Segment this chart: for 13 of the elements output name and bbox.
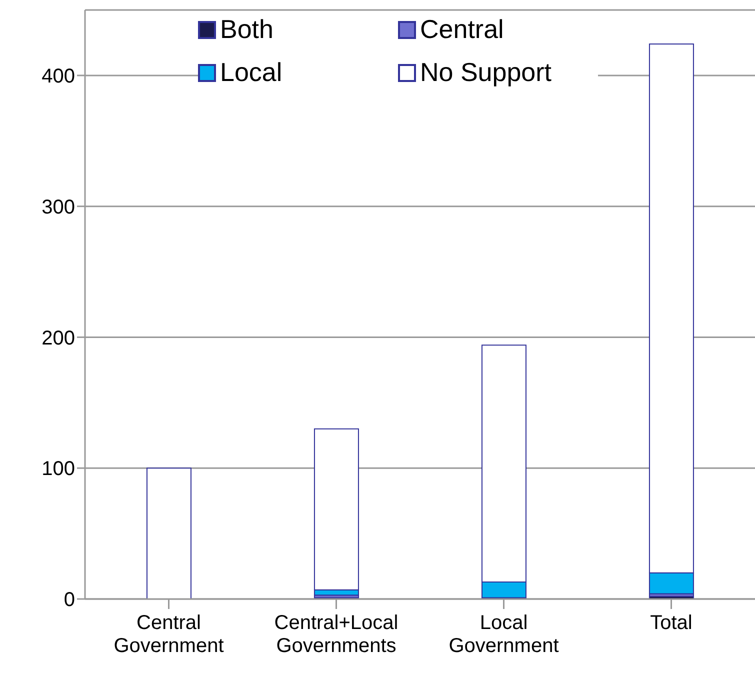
x-tick-label: Total: [650, 612, 692, 634]
y-tick-label: 100: [42, 458, 75, 480]
y-tick-label: 300: [42, 196, 75, 218]
x-tick-label: Local Government: [448, 612, 560, 657]
x-tick-label: Central+Local Governments: [274, 612, 398, 657]
x-tick-label: Central Government: [114, 612, 224, 657]
legend-label: Central: [420, 14, 504, 45]
legend-label: Local: [220, 57, 282, 88]
legend-label: No Support: [420, 57, 552, 88]
y-tick-label: 400: [42, 66, 75, 88]
y-tick-label: 0: [64, 589, 75, 612]
legend-label: Both: [220, 14, 274, 45]
y-tick-label: 200: [42, 327, 75, 350]
